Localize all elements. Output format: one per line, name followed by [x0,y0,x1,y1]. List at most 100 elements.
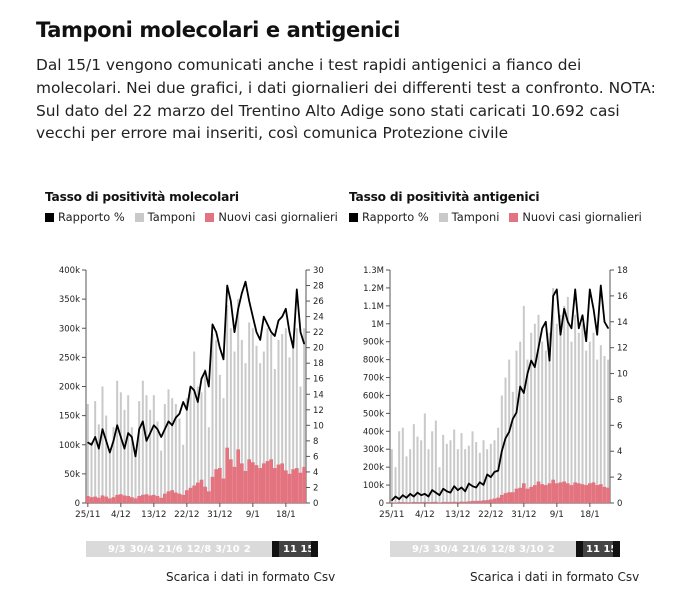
bar-nuovi-casi [544,485,548,503]
bar-nuovi-casi [104,496,108,503]
point-rapporto [230,300,232,302]
bar-tamponi [537,314,540,503]
legend-item-tamponi[interactable]: Tamponi [134,210,195,224]
y-left-tick-label: 400k [59,266,80,276]
bar-tamponi [182,444,185,503]
legend-label: Tamponi [451,210,500,224]
bar-tamponi [530,332,533,503]
legend-item-casi[interactable]: Nuovi casi giornalieri [509,210,642,224]
point-rapporto [526,372,529,375]
chart-plot-antigenici[interactable]: 0 100k 200k 300k 400k 500k 600k 700k 800k 900k 1M 1… [340,260,640,520]
x-tick-label: 4/12 [111,510,131,520]
bar-nuovi-casi [148,495,152,503]
chart-plot-molecolari[interactable]: 050k100k150k200k250k300k350k400k02468101… [36,260,336,520]
bar-nuovi-casi [247,459,251,503]
point-rapporto [101,428,104,430]
point-rapporto [567,321,569,323]
bar-tamponi [237,299,240,503]
legend-item-rapporto[interactable]: Rapporto % [349,210,429,224]
bar-nuovi-casi [401,502,405,503]
point-rapporto [160,436,162,438]
bar-nuovi-casi [437,502,442,503]
y-left-tick-label: 200k [363,463,384,473]
legend-item-tamponi[interactable]: Tamponi [438,210,500,224]
bar-tamponi [134,450,137,503]
bar-nuovi-casi [423,501,427,503]
bar-nuovi-casi [408,502,412,503]
y-right-tick-label: 6 [617,421,622,431]
bar-tamponi [456,449,459,503]
legend-swatch [205,212,215,222]
bar-nuovi-casi [221,478,226,503]
legend-item-casi[interactable]: Nuovi casi giornalieri [205,210,338,224]
y-left-tick-label: 350k [59,295,80,305]
point-rapporto [270,331,272,333]
bar-nuovi-casi [122,495,127,503]
bar-nuovi-casi [188,487,193,503]
bar-tamponi [189,389,192,503]
point-rapporto [259,339,261,341]
point-rapporto [120,436,122,438]
csv-download-link[interactable]: Scarica i dati in formato Csv [470,570,640,584]
point-rapporto [274,335,276,337]
date-range-selector[interactable]: 9/3 30/4 21/6 12/8 3/10 2 11 15 [390,541,620,557]
point-rapporto [204,370,206,372]
bar-tamponi [204,369,207,503]
point-rapporto [109,451,111,454]
point-rapporto [578,327,580,329]
bar-tamponi [577,332,580,503]
y-left-tick-label: 50k [64,470,80,480]
y-right-tick-label: 4 [313,468,318,478]
legend-swatch [45,212,54,222]
range-handle-right[interactable] [311,541,318,557]
bar-tamponi [409,449,412,503]
range-handle-right[interactable] [613,541,620,557]
bar-tamponi [420,440,423,503]
y-left-tick-label: 500k [363,409,384,419]
bar-tamponi [171,398,174,503]
bar-nuovi-casi [606,487,610,503]
bar-tamponi [273,369,276,503]
legend-item-rapporto[interactable]: Rapporto % [45,210,125,224]
range-track-label: 9/3 [412,543,430,555]
point-rapporto [277,319,280,322]
range-track-label: 9/3 [108,543,126,555]
bar-nuovi-casi [547,483,552,503]
bar-tamponi [471,431,474,503]
bar-nuovi-casi [573,482,577,503]
bar-nuovi-casi [295,468,299,503]
bar-tamponi [581,323,584,503]
point-rapporto [457,489,459,491]
range-handle-left[interactable] [272,541,279,557]
csv-download-link[interactable]: Scarica i dati in formato Csv [166,570,336,584]
x-tick-label: 13/12 [445,510,470,520]
y-right-tick-label: 16 [617,292,628,302]
x-tick-label: 31/12 [207,510,232,520]
point-rapporto [211,323,214,325]
bar-tamponi [105,415,108,503]
bar-nuovi-casi [467,501,471,503]
bar-tamponi [127,395,130,503]
point-rapporto [592,308,595,310]
point-rapporto [523,392,525,394]
legend-swatch [349,212,358,222]
y-left-tick-label: 400k [363,427,384,437]
bar-nuovi-casi [258,468,262,503]
bar-nuovi-casi [591,482,596,503]
point-rapporto [515,411,518,413]
point-rapporto [512,418,514,420]
point-rapporto [468,482,470,485]
bar-tamponi [108,450,111,503]
date-range-selector[interactable]: 9/3 30/4 21/6 12/8 3/10 2 11 15 [86,541,318,557]
range-track: 9/3 30/4 21/6 12/8 3/10 2 [390,541,620,557]
bar-tamponi [412,424,415,503]
legend-swatch [134,212,144,222]
bar-tamponi [423,413,426,503]
range-handle-left[interactable] [576,541,583,557]
point-rapporto [438,494,441,496]
point-rapporto [405,497,408,499]
point-rapporto [87,441,89,444]
range-selection[interactable]: 11 15 [279,541,316,557]
range-selection[interactable]: 11 15 [582,541,618,557]
bar-tamponi [112,427,115,503]
